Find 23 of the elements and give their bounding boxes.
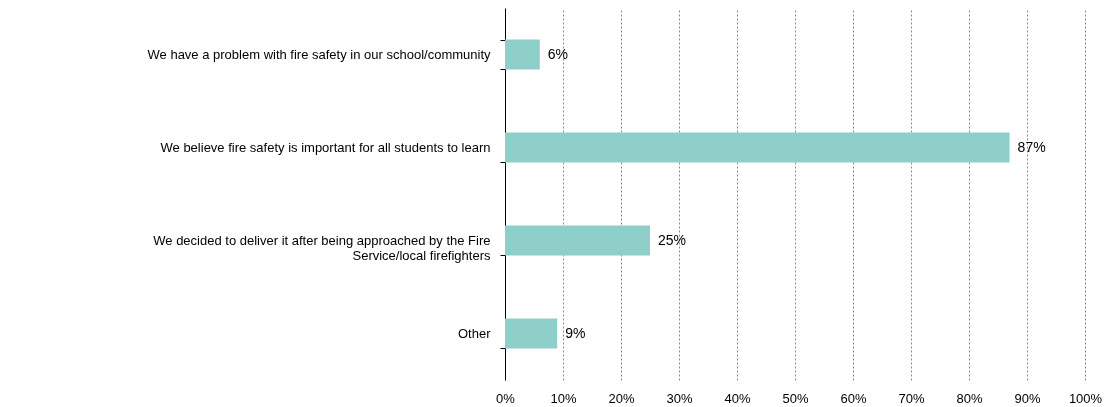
data-label: 6% <box>547 45 569 62</box>
data-label: 87% <box>1017 138 1046 155</box>
x-tick-label: 30% <box>666 390 693 406</box>
x-tick-label: 20% <box>608 390 635 406</box>
data-label: 25% <box>658 231 687 248</box>
x-tick-label: 0% <box>496 390 516 406</box>
x-tick-label: 70% <box>898 390 925 406</box>
x-tick-label: 40% <box>724 390 751 406</box>
y-tick-label: We believe fire safety is important for all students to learn <box>160 140 491 155</box>
y-tick-label: We have a problem with fire safety in our school/community <box>147 47 491 62</box>
bar <box>505 132 1010 163</box>
x-tick-label: 50% <box>782 390 809 406</box>
x-tick-label: 80% <box>956 390 983 406</box>
x-tick-label: 60% <box>840 390 867 406</box>
x-tick-label: 100% <box>1068 390 1103 406</box>
x-tick-label: 90% <box>1014 390 1041 406</box>
x-tick-label: 10% <box>550 390 577 406</box>
bar <box>505 225 650 256</box>
data-label: 9% <box>565 324 586 341</box>
y-tick-label: We decided to deliver it after being approached by the Fire Service/local firefighters <box>153 233 491 263</box>
y-tick-label: Other <box>457 326 492 341</box>
bar <box>505 318 558 349</box>
bar <box>505 39 540 70</box>
